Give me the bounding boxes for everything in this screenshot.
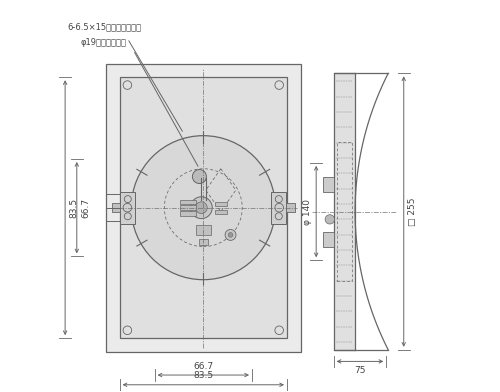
Circle shape — [225, 229, 236, 240]
Bar — [180, 205, 196, 210]
Circle shape — [196, 202, 207, 214]
Bar — [215, 202, 228, 206]
Bar — [323, 232, 334, 247]
Text: 66.7: 66.7 — [81, 198, 90, 218]
Bar — [120, 192, 135, 223]
Circle shape — [132, 136, 276, 279]
Bar — [334, 73, 355, 350]
Text: 75: 75 — [354, 366, 366, 375]
Text: □ 255: □ 255 — [408, 197, 417, 226]
Text: 83.5: 83.5 — [193, 371, 214, 380]
Bar — [196, 225, 211, 235]
Bar — [112, 203, 120, 212]
Bar — [323, 177, 334, 192]
Text: φ19穴（電源用）: φ19穴（電源用） — [80, 38, 126, 47]
Circle shape — [228, 232, 233, 237]
Bar — [120, 77, 287, 338]
Circle shape — [190, 197, 212, 219]
Text: 6-6.5×15長穴（取付用）: 6-6.5×15長穴（取付用） — [67, 23, 141, 32]
Text: φ 140: φ 140 — [302, 199, 312, 225]
Text: 83.5: 83.5 — [70, 198, 78, 218]
Circle shape — [192, 169, 206, 183]
Circle shape — [325, 215, 334, 224]
Bar — [106, 64, 300, 352]
Bar — [198, 239, 208, 245]
Bar — [180, 200, 196, 204]
Bar — [180, 211, 196, 216]
Text: 66.7: 66.7 — [193, 361, 214, 370]
Bar — [215, 210, 228, 214]
Bar — [337, 142, 352, 281]
Bar — [286, 203, 295, 212]
Bar — [272, 192, 286, 223]
